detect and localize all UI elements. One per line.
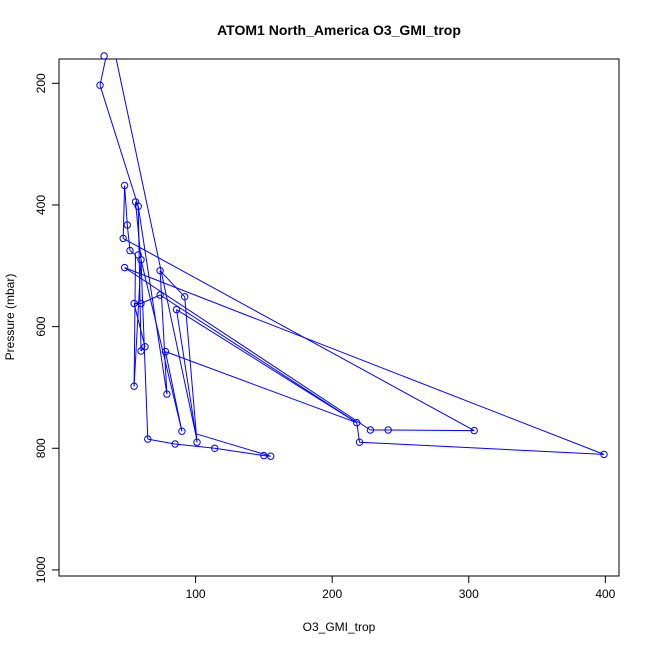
series-segment (165, 351, 357, 424)
series-segment (159, 294, 358, 424)
series-segment (99, 85, 139, 207)
data-point (137, 299, 145, 308)
data-point (163, 390, 171, 398)
series-segment (184, 296, 198, 443)
series-segment (99, 59, 107, 86)
series-segment (159, 270, 186, 298)
data-point (353, 419, 361, 427)
data-point (144, 435, 152, 443)
series-segment (140, 259, 183, 432)
data-point (130, 382, 138, 390)
series-segment (214, 447, 264, 457)
y-tick-label: 800 (34, 438, 48, 458)
data-point (156, 291, 164, 299)
data-point (134, 251, 142, 259)
series-segment (137, 206, 142, 352)
data-point (137, 347, 145, 355)
data-point (267, 452, 275, 460)
plot-frame (58, 58, 620, 577)
x-tick-label: 200 (322, 587, 342, 601)
chart-title: ATOM1 North_America O3_GMI_trop (217, 22, 461, 38)
series-segment (388, 429, 475, 432)
data-point (470, 426, 478, 435)
y-axis: 200 400 600 800 1000 (34, 73, 59, 583)
series-lines (99, 59, 605, 457)
data-point (161, 347, 170, 356)
series-segment (147, 438, 176, 445)
series-points (96, 52, 608, 460)
data-point (96, 81, 104, 89)
data-point (123, 221, 132, 229)
data-point (172, 305, 181, 314)
series-segment (115, 59, 197, 434)
data-point (100, 52, 108, 60)
series-segment (124, 267, 371, 431)
x-axis-label: O3_GMI_trop (303, 620, 376, 634)
y-tick-label: 400 (34, 195, 48, 215)
y-axis-label: Pressure (mbar) (3, 274, 17, 361)
series-segment (124, 185, 128, 226)
series-segment (122, 237, 475, 432)
data-point (193, 438, 201, 446)
data-point (126, 246, 134, 255)
data-point (355, 438, 364, 446)
series-segment (124, 267, 605, 455)
data-point (120, 263, 129, 272)
data-point (366, 426, 375, 434)
y-tick-label: 600 (34, 316, 48, 336)
x-tick-label: 400 (595, 587, 615, 601)
x-tick-label: 100 (186, 587, 206, 601)
data-point (178, 427, 186, 435)
data-point (171, 440, 179, 448)
data-point (141, 343, 149, 351)
data-point (134, 202, 142, 210)
data-point (384, 426, 392, 434)
data-point (120, 181, 129, 190)
series-segment (126, 224, 131, 251)
x-axis: 100 200 300 400 (186, 576, 616, 601)
series-segment (133, 303, 146, 347)
data-point (156, 267, 164, 275)
y-tick-label: 1000 (34, 556, 48, 583)
series-segment (195, 433, 271, 457)
data-point (181, 293, 189, 301)
y-tick-label: 200 (34, 73, 48, 93)
series-segment (176, 309, 358, 424)
data-point (600, 450, 608, 459)
data-point (119, 234, 127, 243)
x-tick-label: 300 (459, 587, 479, 601)
series-segment (133, 254, 136, 387)
data-point (211, 444, 219, 452)
series-segment (122, 185, 126, 239)
series-segment (175, 443, 215, 449)
series-segment (137, 206, 168, 395)
series-segment (176, 309, 198, 443)
series-segment (359, 441, 605, 455)
series-segment (159, 270, 168, 395)
